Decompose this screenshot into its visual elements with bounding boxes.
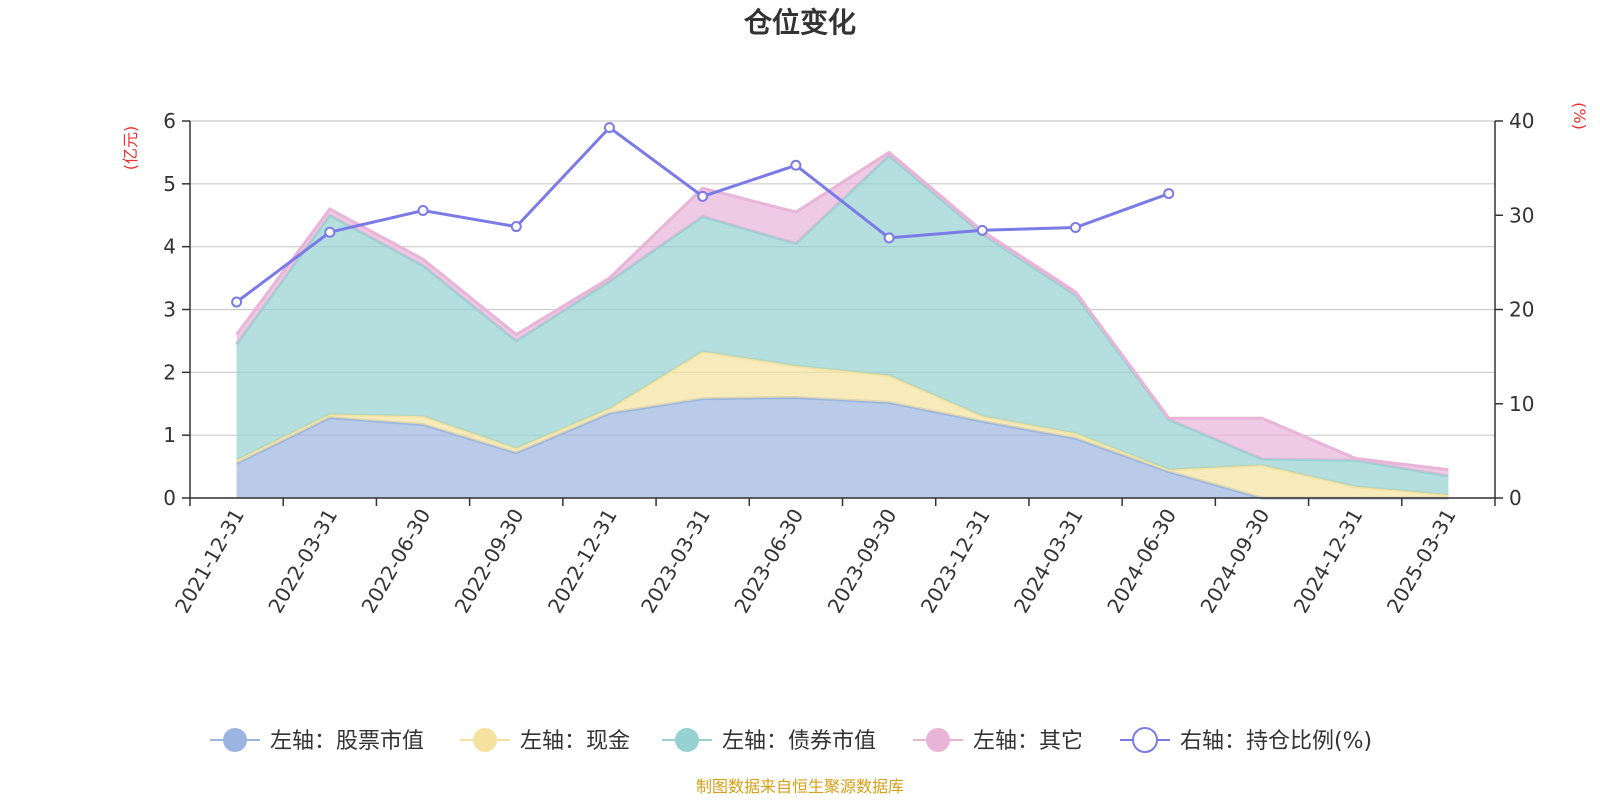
legend-label-1: 左轴：现金	[520, 729, 630, 754]
x-tick-label: 2023-03-31	[636, 505, 715, 618]
ratio-point	[417, 205, 429, 217]
x-tick-label: 2023-06-30	[729, 505, 808, 618]
x-tick-label: 2022-09-30	[450, 505, 529, 618]
ratio-point	[883, 232, 895, 244]
x-tick-label: 2022-12-31	[543, 505, 622, 618]
ratio-point	[1163, 188, 1175, 200]
x-tick-label: 2023-09-30	[823, 505, 902, 618]
left-axis-unit: (亿元)	[121, 126, 140, 171]
chart-title: 仓位变化	[744, 6, 856, 39]
ratio-point	[697, 190, 709, 202]
right-tick-label: 20	[1509, 298, 1534, 322]
left-tick-label: 6	[163, 109, 176, 133]
right-axis-unit: (%)	[1570, 102, 1589, 130]
ratio-point	[510, 221, 522, 233]
legend: 左轴：股票市值 左轴：现金 左轴：债券市值 左轴：其它 右轴：持仓比例(%)	[210, 727, 1372, 754]
right-tick-label: 0	[1509, 486, 1522, 510]
ratio-point	[1070, 222, 1082, 234]
area-2	[236, 155, 1449, 495]
x-tick-label: 2024-03-31	[1009, 505, 1088, 618]
x-tick-label: 2022-03-31	[263, 505, 342, 618]
left-tick-label: 1	[163, 423, 176, 447]
legend-label-3: 左轴：其它	[973, 729, 1083, 754]
left-tick-label: 0	[163, 486, 176, 510]
ratio-point	[231, 296, 243, 308]
right-tick-label: 40	[1509, 109, 1534, 133]
x-tick-label: 2024-06-30	[1102, 505, 1181, 618]
legend-label-0: 左轴：股票市值	[270, 729, 424, 754]
left-tick-label: 3	[163, 298, 176, 322]
legend-marker-2	[675, 728, 699, 752]
ratio-point	[324, 226, 336, 238]
ratio-point	[603, 122, 615, 134]
legend-marker-4	[1132, 727, 1158, 753]
left-tick-label: 4	[163, 235, 176, 259]
x-tick-label: 2022-06-30	[356, 505, 435, 618]
legend-label-4: 右轴：持仓比例(%)	[1180, 729, 1372, 754]
legend-marker-1	[473, 728, 497, 752]
ratio-point	[976, 224, 988, 236]
right-tick-label: 10	[1509, 392, 1534, 416]
ratio-line-series	[231, 122, 1175, 308]
legend-marker-3	[926, 728, 950, 752]
right-tick-label: 30	[1509, 203, 1534, 227]
x-tick-label: 2024-12-31	[1289, 505, 1368, 618]
area-series	[235, 150, 1449, 500]
x-tick-label: 2021-12-31	[170, 505, 249, 618]
legend-label-2: 左轴：债券市值	[722, 729, 876, 754]
area-edge-3	[235, 150, 1449, 472]
area-0	[236, 397, 1449, 498]
left-tick-label: 5	[163, 172, 176, 196]
x-tick-label: 2024-09-30	[1195, 505, 1274, 618]
x-tick-label: 2023-12-31	[916, 505, 995, 618]
left-tick-label: 2	[163, 360, 176, 384]
ratio-point	[790, 159, 802, 171]
data-source-note: 制图数据来自恒生聚源数据库	[696, 777, 904, 796]
x-tick-label: 2025-03-31	[1382, 505, 1461, 618]
legend-marker-0	[223, 728, 247, 752]
